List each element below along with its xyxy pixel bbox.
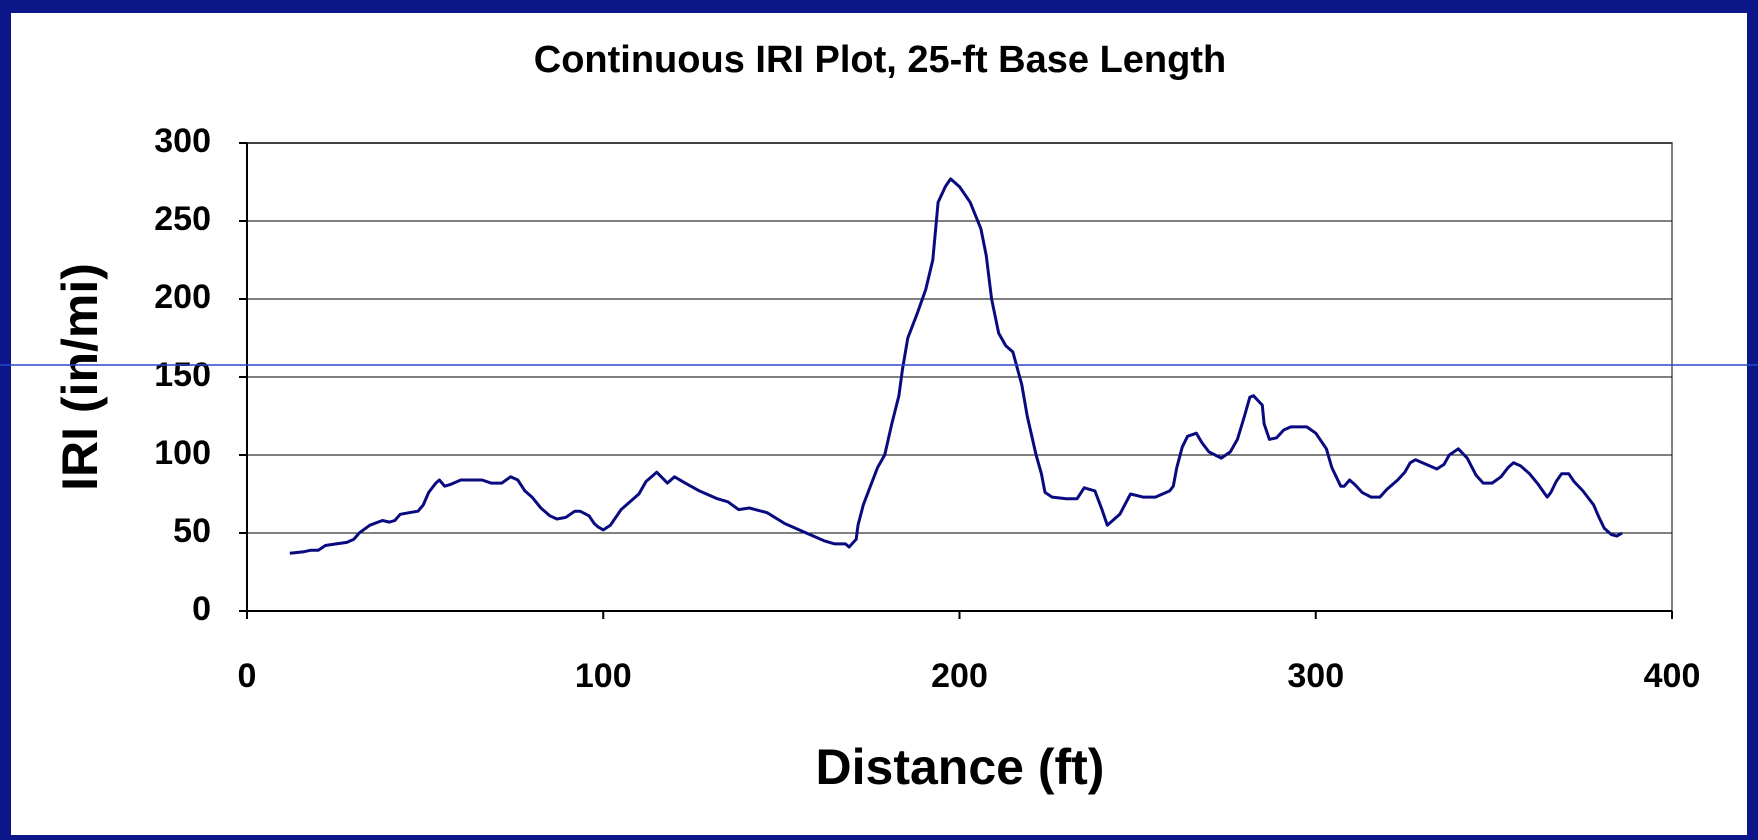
y-tick-label: 200 bbox=[154, 278, 211, 316]
y-axis-label: IRI (in/mi) bbox=[52, 263, 108, 491]
y-tick-label: 150 bbox=[154, 356, 211, 394]
x-tick-label: 200 bbox=[931, 657, 988, 695]
y-tick-label: 250 bbox=[154, 200, 211, 238]
x-axis-label: Distance (ft) bbox=[816, 739, 1105, 795]
y-tick-label: 50 bbox=[173, 512, 211, 550]
y-tick-label: 300 bbox=[154, 122, 211, 160]
x-tick-label: 100 bbox=[575, 657, 632, 695]
x-tick-label: 300 bbox=[1287, 657, 1344, 695]
chart-panel bbox=[11, 13, 1747, 835]
data-line bbox=[289, 177, 1623, 555]
x-tick-label: 0 bbox=[238, 657, 257, 695]
y-tick-label: 100 bbox=[154, 434, 211, 472]
x-tick-label: 400 bbox=[1644, 657, 1701, 695]
chart-title: Continuous IRI Plot, 25-ft Base Length bbox=[534, 39, 1226, 81]
y-tick-label: 0 bbox=[192, 590, 211, 628]
